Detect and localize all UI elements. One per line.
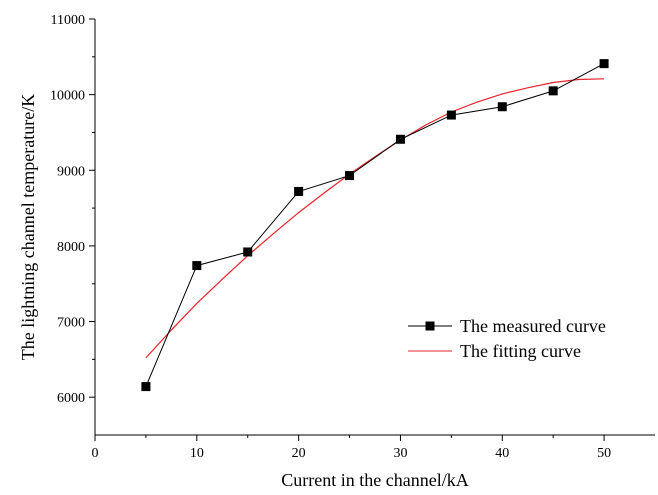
measured-point <box>345 171 355 181</box>
axes <box>94 19 655 436</box>
measured-point <box>446 110 456 120</box>
measured-curve-line <box>145 63 605 387</box>
series-layer <box>141 59 609 392</box>
y-tick-label: 6000 <box>57 391 85 406</box>
x-axis-title: Current in the channel/kA <box>281 470 468 490</box>
fitting-curve-line <box>145 78 605 359</box>
y-axis-title: The lightning channel temperature/K <box>18 94 38 360</box>
measured-point <box>294 186 304 196</box>
x-tick-label: 50 <box>597 446 611 461</box>
y-ticks: 6000 7000 8000 9000 10000 11000 <box>50 13 95 406</box>
y-tick-label: 8000 <box>57 240 85 255</box>
measured-point <box>141 382 151 392</box>
measured-point <box>599 59 609 69</box>
y-tick-label: 10000 <box>50 89 85 104</box>
x-tick-label: 20 <box>292 446 306 461</box>
x-tick-label: 40 <box>495 446 509 461</box>
y-tick-label: 9000 <box>57 164 85 179</box>
measured-point <box>243 247 253 257</box>
x-tick-label: 10 <box>190 446 204 461</box>
measured-point <box>192 261 202 271</box>
y-tick-label: 11000 <box>51 13 85 28</box>
x-ticks: 0 10 20 30 40 50 <box>92 435 611 461</box>
legend-fitting-label: The fitting curve <box>460 341 581 361</box>
y-tick-label: 7000 <box>57 316 85 331</box>
legend-measured-marker <box>425 321 435 331</box>
measured-point <box>497 102 507 112</box>
measured-point <box>395 134 405 144</box>
x-tick-label: 0 <box>92 446 99 461</box>
legend: The measured curve The fitting curve <box>408 316 606 361</box>
measured-point <box>548 86 558 96</box>
legend-measured-label: The measured curve <box>460 316 606 336</box>
x-tick-label: 30 <box>393 446 407 461</box>
